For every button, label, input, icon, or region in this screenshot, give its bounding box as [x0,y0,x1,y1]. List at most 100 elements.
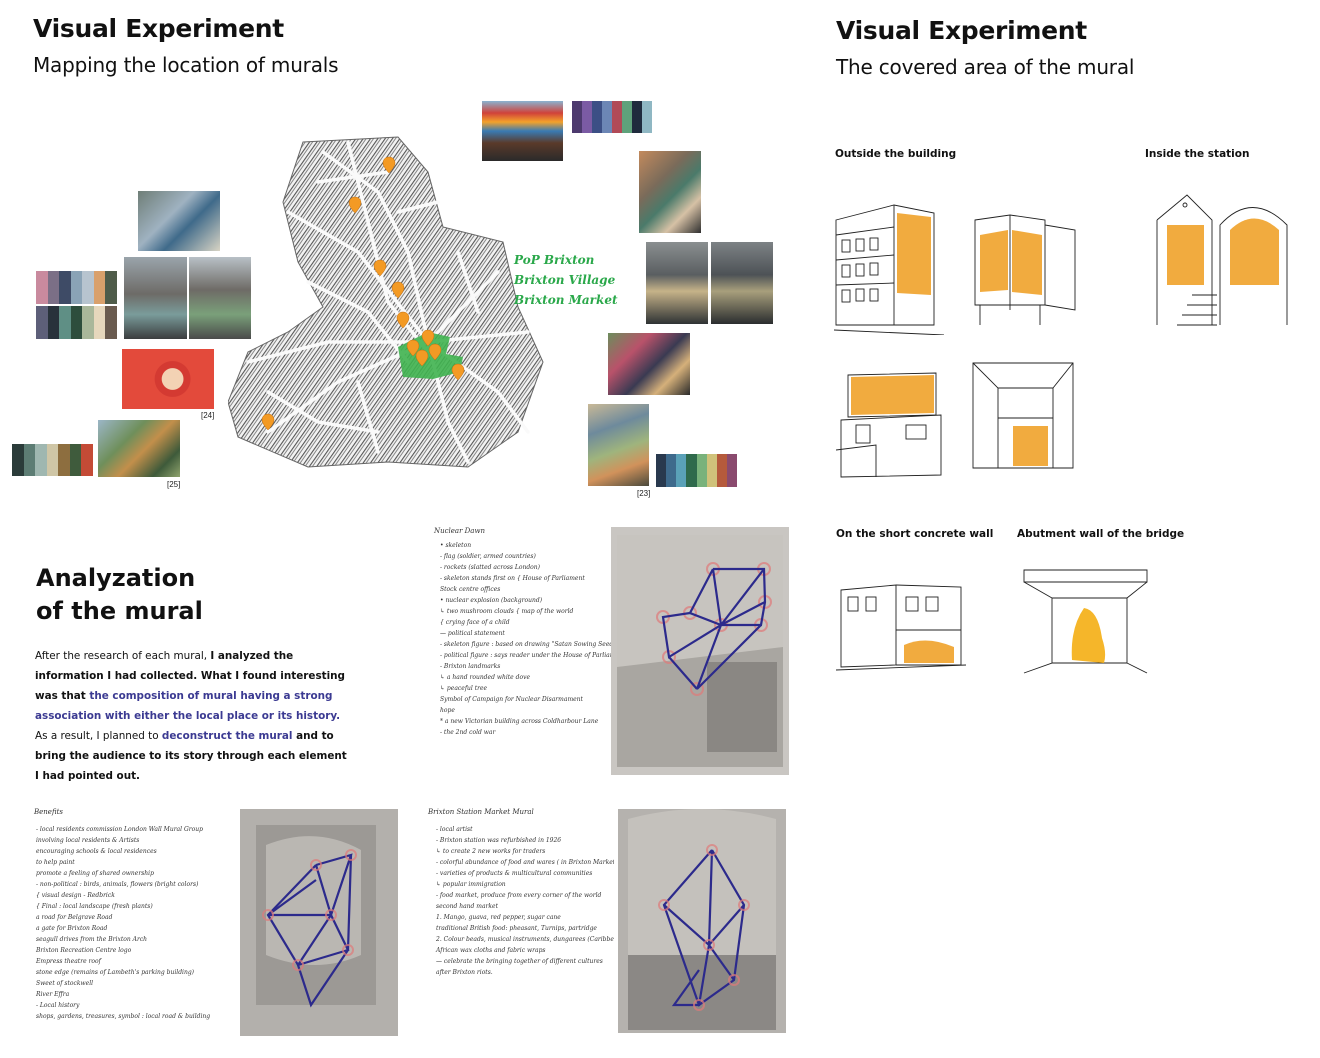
notes-title-market: Brixton Station Market Mural [428,808,534,816]
mural-photo [639,151,701,233]
note-line: ↳ two mushroom clouds { map of the world [440,608,574,615]
color-palette [12,444,94,476]
note-line: - varieties of products & multicultural … [436,870,593,877]
mural-photo [588,404,649,486]
note-line: Sweet of stockwell [36,980,94,987]
note-line: Brixton Recreation Centre logo [36,947,132,954]
note-line: - local artist [436,826,473,833]
note-line: - food market, produce from every corner… [436,892,602,899]
paragraph-bold-2: and to bring the audience to its story t… [35,730,347,782]
sketch-abutment [1023,569,1148,674]
analysis-paragraph: After the research of each mural, I anal… [35,646,350,786]
note-line: { crying face of a child [440,619,510,626]
note-line: ↳ a hand rounded white dove [440,674,531,681]
brixton-map [228,136,544,468]
color-palette [36,271,118,304]
note-line: - non-political : birds, animals, flower… [36,881,199,888]
citation: [24] [201,411,215,420]
note-line: — celebrate the bringing together of dif… [436,958,603,965]
left-title: Visual Experiment [33,14,284,43]
analysis-title-line1: Analyzation [36,564,196,592]
note-line: — political statement [440,630,505,637]
note-line: - flag (soldier, armed countries) [440,553,536,560]
deconstructed-mural-market [614,805,790,1037]
note-line: - colorful abundance of food and wares (… [436,859,618,866]
note-line: 2. Colour beads, musical instruments, du… [436,936,624,943]
note-line: involving local residents & Artists [36,837,140,844]
sketch-outside-building-3 [836,372,942,478]
note-line: African wax cloths and fabric wraps [436,947,546,954]
notes-title-nuclear: Nuclear Dawn [434,527,485,535]
station-photo [646,242,708,324]
note-line: Stock centre offices [440,586,501,593]
note-line: Empress theatre roof [36,958,101,965]
right-subtitle: The covered area of the mural [836,55,1135,79]
color-palette [36,306,118,339]
note-line: ↳ popular immigration [436,881,506,888]
note-line: • skeleton [440,542,472,549]
note-line: 1. Mango, guava, red pepper, sugar cane [436,914,561,921]
map-label-brixton-village: Brixton Village [514,273,616,287]
note-line: shops, gardens, treasures, symbol : loca… [36,1013,211,1020]
note-line: stone edge (remains of Lambeth's parking… [36,969,195,976]
note-line: River Effra [36,991,70,998]
note-line: { visual design - Redbrick [36,892,115,899]
map-label-pop-brixton: PoP Brixton [514,253,595,267]
analysis-title: Analyzation of the mural [36,562,203,628]
note-line: Symbol of Campaign for Nuclear Disarmame… [440,696,583,703]
notes-market: - local artist - Brixton station was ref… [436,824,624,978]
note-line: { Final : local landscape (fresh plants) [36,903,153,910]
caption-abutment: Abutment wall of the bridge [1017,528,1185,540]
color-palette [572,101,652,133]
note-line: traditional British food: pheasant, Turn… [436,925,597,932]
citation: [23] [637,489,651,498]
sketch-outside-building-4 [972,362,1074,469]
sketch-outside-building-2 [974,214,1076,325]
deconstructed-mural-nuclear [611,527,789,775]
mural-photo [138,191,220,251]
note-line: - local residents commission London Wall… [36,826,203,833]
paragraph-highlight-1: the composition of mural having a strong… [35,690,341,722]
left-subtitle: Mapping the location of murals [33,53,339,77]
note-line: - rockets (slatted across London) [440,564,540,571]
note-line: * a new Victorian building across Coldha… [440,718,599,725]
notes-benefits: - local residents commission London Wall… [36,824,226,1022]
notes-title-benefits: Benefits [34,808,64,816]
note-line: after Brixton riots. [436,969,493,976]
note-line: a road for Belgrave Road [36,914,113,921]
sketch-outside-building-1 [834,204,944,335]
mural-photo-bowie [122,349,214,409]
note-line: - Brixton landmarks [440,663,501,670]
note-line: - skeleton stands first on { House of Pa… [440,575,585,582]
color-palette [656,454,737,487]
paragraph-mid: As a result, I planned to [35,730,162,742]
note-line: a gate for Brixton Road [36,925,108,932]
citation: [25] [167,480,181,489]
mural-photo [98,420,180,477]
paragraph-intro: After the research of each mural, [35,650,211,662]
caption-short-wall: On the short concrete wall [836,528,994,540]
station-photo [711,242,773,324]
right-title: Visual Experiment [836,16,1087,45]
paragraph-bold-1: I analyzed the information I had collect… [35,650,345,702]
note-line: ↳ to create 2 new works for traders [436,848,546,855]
sketch-short-wall [836,584,966,671]
paragraph-highlight-2: deconstruct the mural [161,730,293,742]
note-line: seagull drives from the Brixton Arch [36,936,148,943]
deconstructed-mural-benefits [236,805,402,1040]
note-line: to help paint [36,859,75,866]
note-line: - skeleton figure : based on drawing "Sa… [440,641,620,648]
note-line: encouraging schools & local residences [36,848,157,855]
mural-photo [124,257,187,339]
notes-nuclear: • skeleton - flag (soldier, armed countr… [440,540,626,738]
note-line: - Local history [36,1002,80,1009]
note-line: - the 2nd cold war [440,729,496,736]
note-line: • nuclear explosion (background) [440,597,543,604]
mural-photo [608,333,690,395]
caption-inside: Inside the station [1145,148,1250,160]
sketch-inside-station [1156,194,1288,326]
note-line: - political figure : says reader under t… [440,652,626,659]
mural-photo [189,257,251,339]
note-line: promote a feeling of shared ownership [36,870,154,877]
caption-outside: Outside the building [835,148,957,160]
